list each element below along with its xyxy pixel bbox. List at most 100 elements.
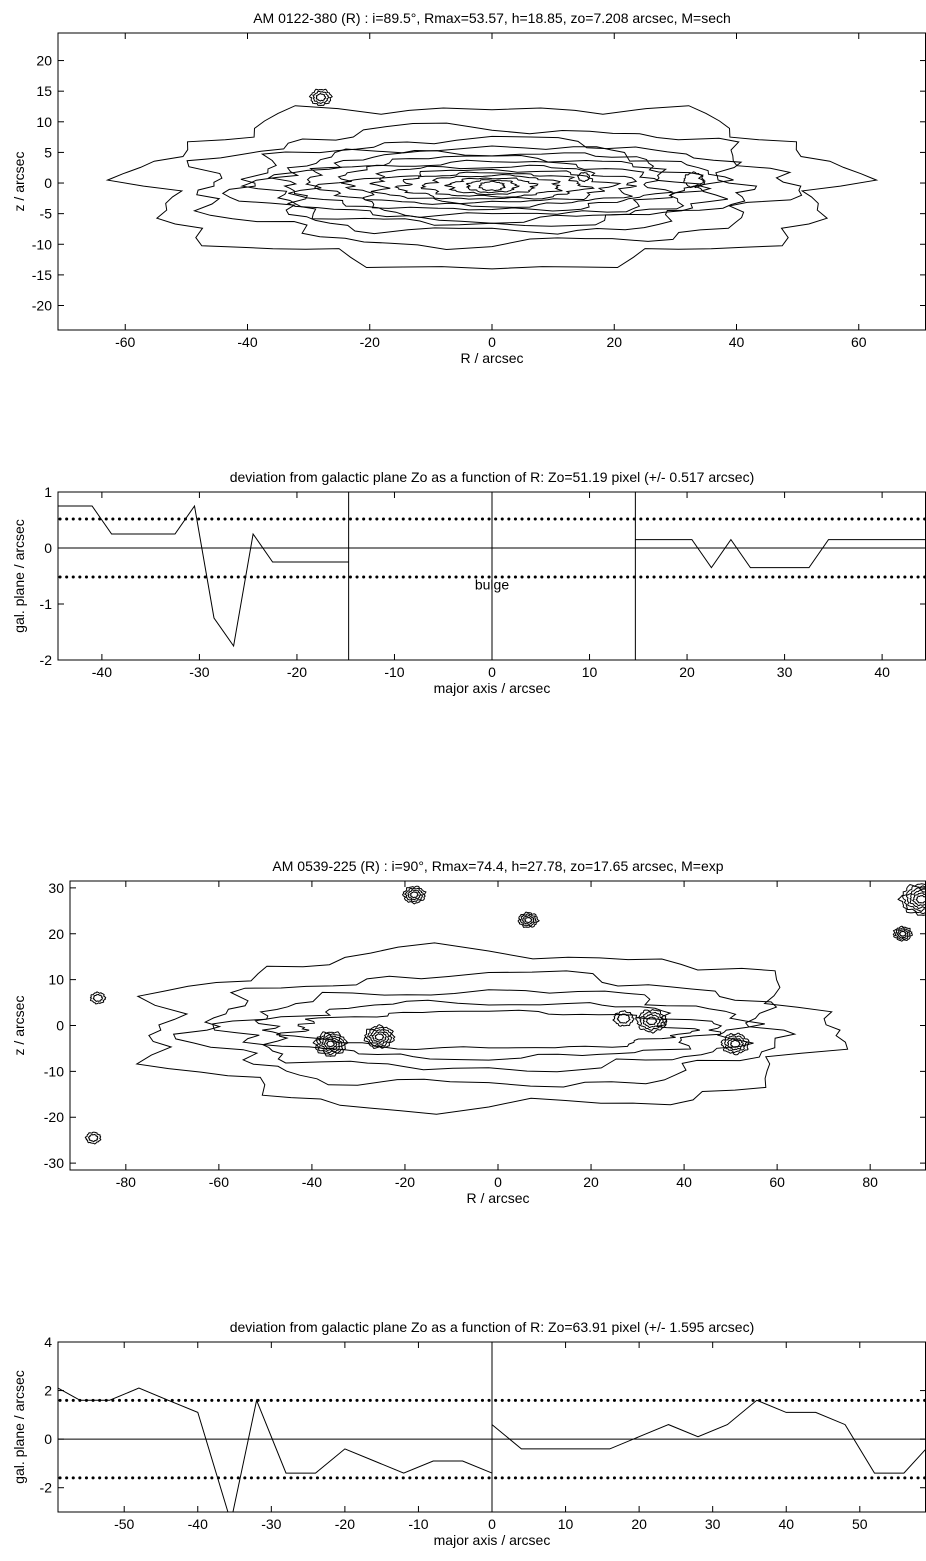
y-tick-label: -30: [44, 1155, 64, 1171]
x-tick-label: -20: [360, 334, 380, 350]
contour-level: [288, 154, 702, 218]
x-tick-label: 20: [583, 1174, 599, 1190]
y-tick-label: 0: [56, 1018, 64, 1034]
contour-level: [186, 122, 803, 251]
source-contour: [363, 1024, 396, 1049]
source-contour: [577, 171, 590, 183]
bulge-annotation: bulge: [475, 576, 509, 592]
chart-title: AM 0122-380 (R) : i=89.5°, Rmax=53.57, h…: [253, 10, 731, 26]
source-contour: [365, 1026, 393, 1047]
x-axis-label: major axis / arcsec: [434, 680, 551, 696]
deviation-series-0: [58, 1387, 493, 1512]
source-contour: [308, 88, 333, 107]
source-contour: [519, 913, 537, 927]
source-contour: [321, 1036, 341, 1052]
x-axis-label: R / arcsec: [466, 1190, 529, 1206]
contour-plot-am0539: AM 0539-225 (R) : i=90°, Rmax=74.4, h=27…: [11, 858, 926, 1206]
source-contour: [374, 1033, 385, 1041]
source-contour: [325, 1040, 336, 1048]
x-tick-label: 0: [488, 1516, 496, 1532]
contour-level: [135, 942, 849, 1115]
source-contour: [402, 885, 427, 905]
source-contour: [407, 889, 422, 901]
source-contour: [312, 90, 330, 105]
source-contour: [897, 883, 926, 916]
deviation-series-1: [635, 538, 926, 569]
x-tick-label: 40: [874, 664, 890, 680]
x-tick-label: 40: [778, 1516, 794, 1532]
contour-level: [267, 149, 713, 224]
source-contour: [315, 1032, 347, 1056]
source-contour: [898, 930, 907, 937]
x-tick-label: -20: [395, 1174, 415, 1190]
x-tick-label: -60: [209, 1174, 229, 1190]
y-axis-label: z / arcsec: [11, 152, 27, 212]
x-tick-label: 60: [769, 1174, 785, 1190]
source-contour: [635, 1009, 668, 1034]
source-contour: [89, 991, 107, 1005]
x-tick-label: 10: [558, 1516, 574, 1532]
contour-level: [276, 1009, 700, 1051]
y-tick-label: 0: [44, 540, 52, 556]
contour-level: [369, 168, 622, 205]
y-tick-label: -2: [40, 652, 53, 668]
source-contour: [84, 1131, 102, 1145]
contour-level: [314, 159, 673, 212]
contour-level: [394, 171, 595, 200]
deviation-series-1: [491, 1399, 926, 1474]
y-axis-label: gal. plane / arcsec: [11, 1370, 27, 1484]
x-tick-label: -80: [116, 1174, 136, 1190]
source-contour: [909, 889, 926, 909]
source-contour: [517, 911, 540, 928]
x-tick-label: -10: [384, 664, 404, 680]
x-tick-label: 50: [852, 1516, 868, 1532]
plot-frame: [69, 880, 926, 1171]
x-tick-label: 80: [862, 1174, 878, 1190]
source-contour: [522, 914, 535, 925]
x-tick-label: -40: [237, 334, 257, 350]
y-tick-label: 20: [48, 926, 64, 942]
source-contour: [92, 993, 104, 1002]
y-tick-label: -20: [32, 298, 52, 314]
source-contour: [616, 1013, 631, 1024]
x-tick-label: 20: [631, 1516, 647, 1532]
x-tick-label: -40: [302, 1174, 322, 1190]
deviation-series-0: [58, 504, 349, 648]
y-tick-label: -5: [40, 206, 53, 222]
x-tick-label: -20: [287, 664, 307, 680]
x-tick-label: -30: [189, 664, 209, 680]
x-tick-label: 0: [494, 1174, 502, 1190]
source-contour: [915, 894, 926, 904]
y-tick-label: 15: [36, 83, 52, 99]
contour-level: [444, 177, 539, 196]
y-tick-label: 2: [44, 1383, 52, 1399]
source-contour: [727, 1037, 744, 1051]
x-tick-label: -40: [188, 1516, 208, 1532]
source-contour: [371, 1031, 387, 1044]
source-contour: [720, 1032, 750, 1056]
y-tick-label: 0: [44, 175, 52, 191]
y-tick-label: 10: [48, 972, 64, 988]
y-axis-label: z / arcsec: [11, 996, 27, 1056]
x-axis-label: R / arcsec: [460, 350, 523, 366]
y-tick-label: -10: [32, 236, 52, 252]
y-tick-label: 5: [44, 144, 52, 160]
y-tick-label: 30: [48, 880, 64, 896]
contour-level: [465, 179, 520, 194]
y-tick-label: -1: [40, 596, 53, 612]
y-tick-label: 20: [36, 53, 52, 69]
contour-level: [254, 999, 723, 1061]
x-tick-label: 40: [676, 1174, 692, 1190]
x-tick-label: 0: [488, 664, 496, 680]
y-tick-label: 1: [44, 484, 52, 500]
y-tick-label: 4: [44, 1334, 52, 1350]
source-contour: [639, 1011, 664, 1031]
x-tick-label: -10: [408, 1516, 428, 1532]
source-contour: [645, 1016, 658, 1026]
contour-level: [221, 135, 758, 235]
chart-title: AM 0539-225 (R) : i=90°, Rmax=74.4, h=27…: [272, 858, 723, 874]
x-tick-label: -60: [115, 334, 135, 350]
contour-level: [478, 180, 506, 192]
source-contour: [683, 171, 705, 189]
